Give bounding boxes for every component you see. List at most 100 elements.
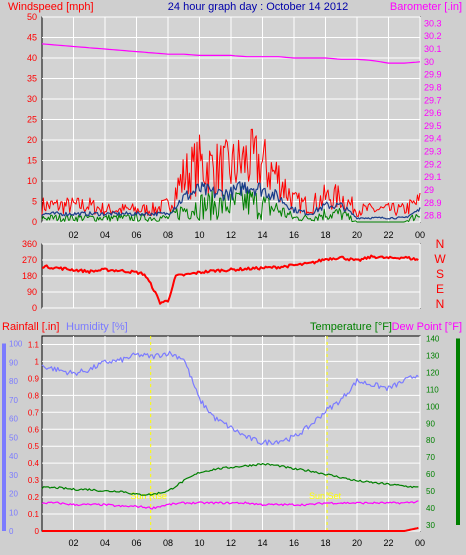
wind-x-tick-label: 12 [226, 230, 236, 240]
rainfall-y-tick-label: 0.8 [28, 391, 40, 400]
humidity-y-tick-label: 100 [9, 340, 23, 349]
temperature-y-tick-label: 40 [426, 504, 435, 513]
temperature-line [41, 463, 419, 496]
humidity-y-tick-label: 10 [9, 508, 18, 517]
barometer-y-tick-label: 29.3 [424, 147, 442, 157]
wind-x-tick-label: 04 [100, 230, 110, 240]
climate-x-tick-label: 16 [289, 538, 299, 548]
wind-x-tick-label: 08 [163, 230, 173, 240]
humidity-y-tick-label: 60 [9, 415, 18, 424]
direction-y-tick-label: 0 [32, 303, 37, 313]
climate-x-tick-label: 18 [320, 538, 330, 548]
wind-y-tick-label: 10 [27, 176, 37, 186]
temperature-axis-title: Temperature [°F] [310, 321, 392, 333]
temperature-axis-bar [456, 338, 460, 525]
temperature-y-tick-label: 100 [426, 402, 440, 411]
temperature-y-tick-label: 50 [426, 487, 435, 496]
barometer-axis-title: Barometer [.in] [390, 1, 462, 13]
barometer-y-tick-label: 30 [424, 57, 434, 67]
rainfall-y-tick-label: 0.6 [28, 425, 40, 434]
wind-y-tick-label: 15 [27, 156, 37, 166]
wind-y-tick-label: 35 [27, 74, 37, 84]
barometer-y-tick-label: 29.5 [424, 121, 442, 131]
temperature-y-tick-label: 60 [426, 470, 435, 479]
compass-label: W [434, 252, 446, 266]
climate-x-tick-label: 20 [352, 538, 362, 548]
humidity-y-tick-label: 70 [9, 396, 18, 405]
compass-label: N [436, 297, 445, 311]
humidity-y-tick-label: 30 [9, 471, 18, 480]
barometer-y-tick-label: 29 [424, 185, 434, 195]
sun-event-label: Sun Rise [130, 491, 167, 501]
temperature-y-tick-label: 140 [426, 334, 440, 343]
rainfall-axis-title: Rainfall [.in] [2, 321, 59, 333]
wind-gust-line [41, 128, 421, 217]
humidity-y-tick-label: 0 [9, 527, 14, 536]
rainfall-y-tick-label: 0.5 [28, 442, 40, 451]
barometer-y-tick-label: 29.1 [424, 172, 442, 182]
compass-label: N [436, 237, 445, 251]
wind-x-tick-label: 06 [131, 230, 141, 240]
rainfall-y-tick-label: 1 [35, 357, 40, 366]
climate-x-tick-label: 10 [194, 538, 204, 548]
dewpoint-axis-title: Dew Point [°F] [392, 321, 462, 333]
temperature-y-tick-label: 110 [426, 385, 439, 394]
barometer-y-tick-label: 29.4 [424, 134, 442, 144]
climate-x-tick-label: 22 [383, 538, 393, 548]
rainfall-y-tick-label: 1.1 [28, 340, 40, 349]
wind-direction-line [41, 254, 419, 305]
barometer-line [41, 43, 421, 64]
climate-x-tick-label: 02 [68, 538, 78, 548]
graph-title: 24 hour graph day : October 14 2012 [168, 1, 348, 13]
wind-axis-title: Windspeed [mph] [8, 1, 94, 13]
temperature-y-tick-label: 70 [426, 453, 435, 462]
climate-x-tick-label: 00 [415, 538, 425, 548]
wind-x-tick-label: 20 [352, 230, 362, 240]
wind-y-tick-label: 45 [27, 33, 37, 43]
compass-label: S [436, 267, 444, 281]
climate-x-tick-label: 04 [100, 538, 110, 548]
wind-x-tick-label: 18 [320, 230, 330, 240]
climate-x-tick-label: 06 [131, 538, 141, 548]
dewpoint-line [41, 500, 419, 510]
rainfall-y-tick-label: 0.1 [28, 510, 40, 519]
rainfall-y-tick-label: 0.4 [28, 459, 40, 468]
rainfall-y-tick-label: 0.3 [28, 476, 40, 485]
barometer-y-tick-label: 29.7 [424, 95, 442, 105]
wind-x-tick-label: 22 [383, 230, 393, 240]
humidity-y-tick-label: 80 [9, 377, 18, 386]
direction-y-tick-label: 180 [22, 271, 37, 281]
direction-y-tick-label: 90 [27, 287, 37, 297]
temperature-y-tick-label: 80 [426, 436, 435, 445]
wind-y-tick-label: 30 [27, 94, 37, 104]
wind-y-tick-label: 50 [27, 12, 37, 22]
climate-x-tick-label: 14 [257, 538, 267, 548]
barometer-y-tick-label: 29.8 [424, 82, 442, 92]
rainfall-y-tick-label: 0 [35, 527, 40, 536]
humidity-line [41, 350, 419, 446]
humidity-y-tick-label: 20 [9, 490, 18, 499]
sun-event-label: Sun Set [309, 491, 342, 501]
climate-x-tick-label: 08 [163, 538, 173, 548]
barometer-y-tick-label: 28.9 [424, 198, 442, 208]
wind-x-tick-label: 02 [68, 230, 78, 240]
temperature-y-tick-label: 90 [426, 419, 435, 428]
wind-y-tick-label: 25 [27, 115, 37, 125]
humidity-y-tick-label: 50 [9, 433, 18, 442]
barometer-y-tick-label: 29.9 [424, 70, 442, 80]
wind-average-line [41, 181, 421, 220]
rainfall-y-tick-label: 0.9 [28, 374, 40, 383]
climate-x-tick-label: 12 [226, 538, 236, 548]
wind-x-tick-label: 00 [415, 230, 425, 240]
barometer-y-tick-label: 30.1 [424, 44, 442, 54]
temperature-y-tick-label: 130 [426, 351, 440, 360]
wind-y-tick-label: 20 [27, 135, 37, 145]
barometer-y-tick-label: 29.2 [424, 159, 442, 169]
humidity-y-tick-label: 90 [9, 358, 18, 367]
temperature-y-tick-label: 30 [426, 521, 435, 530]
wind-y-tick-label: 5 [32, 197, 37, 207]
temperature-y-tick-label: 120 [426, 368, 440, 377]
direction-y-tick-label: 270 [22, 255, 37, 265]
barometer-y-tick-label: 28.8 [424, 211, 442, 221]
